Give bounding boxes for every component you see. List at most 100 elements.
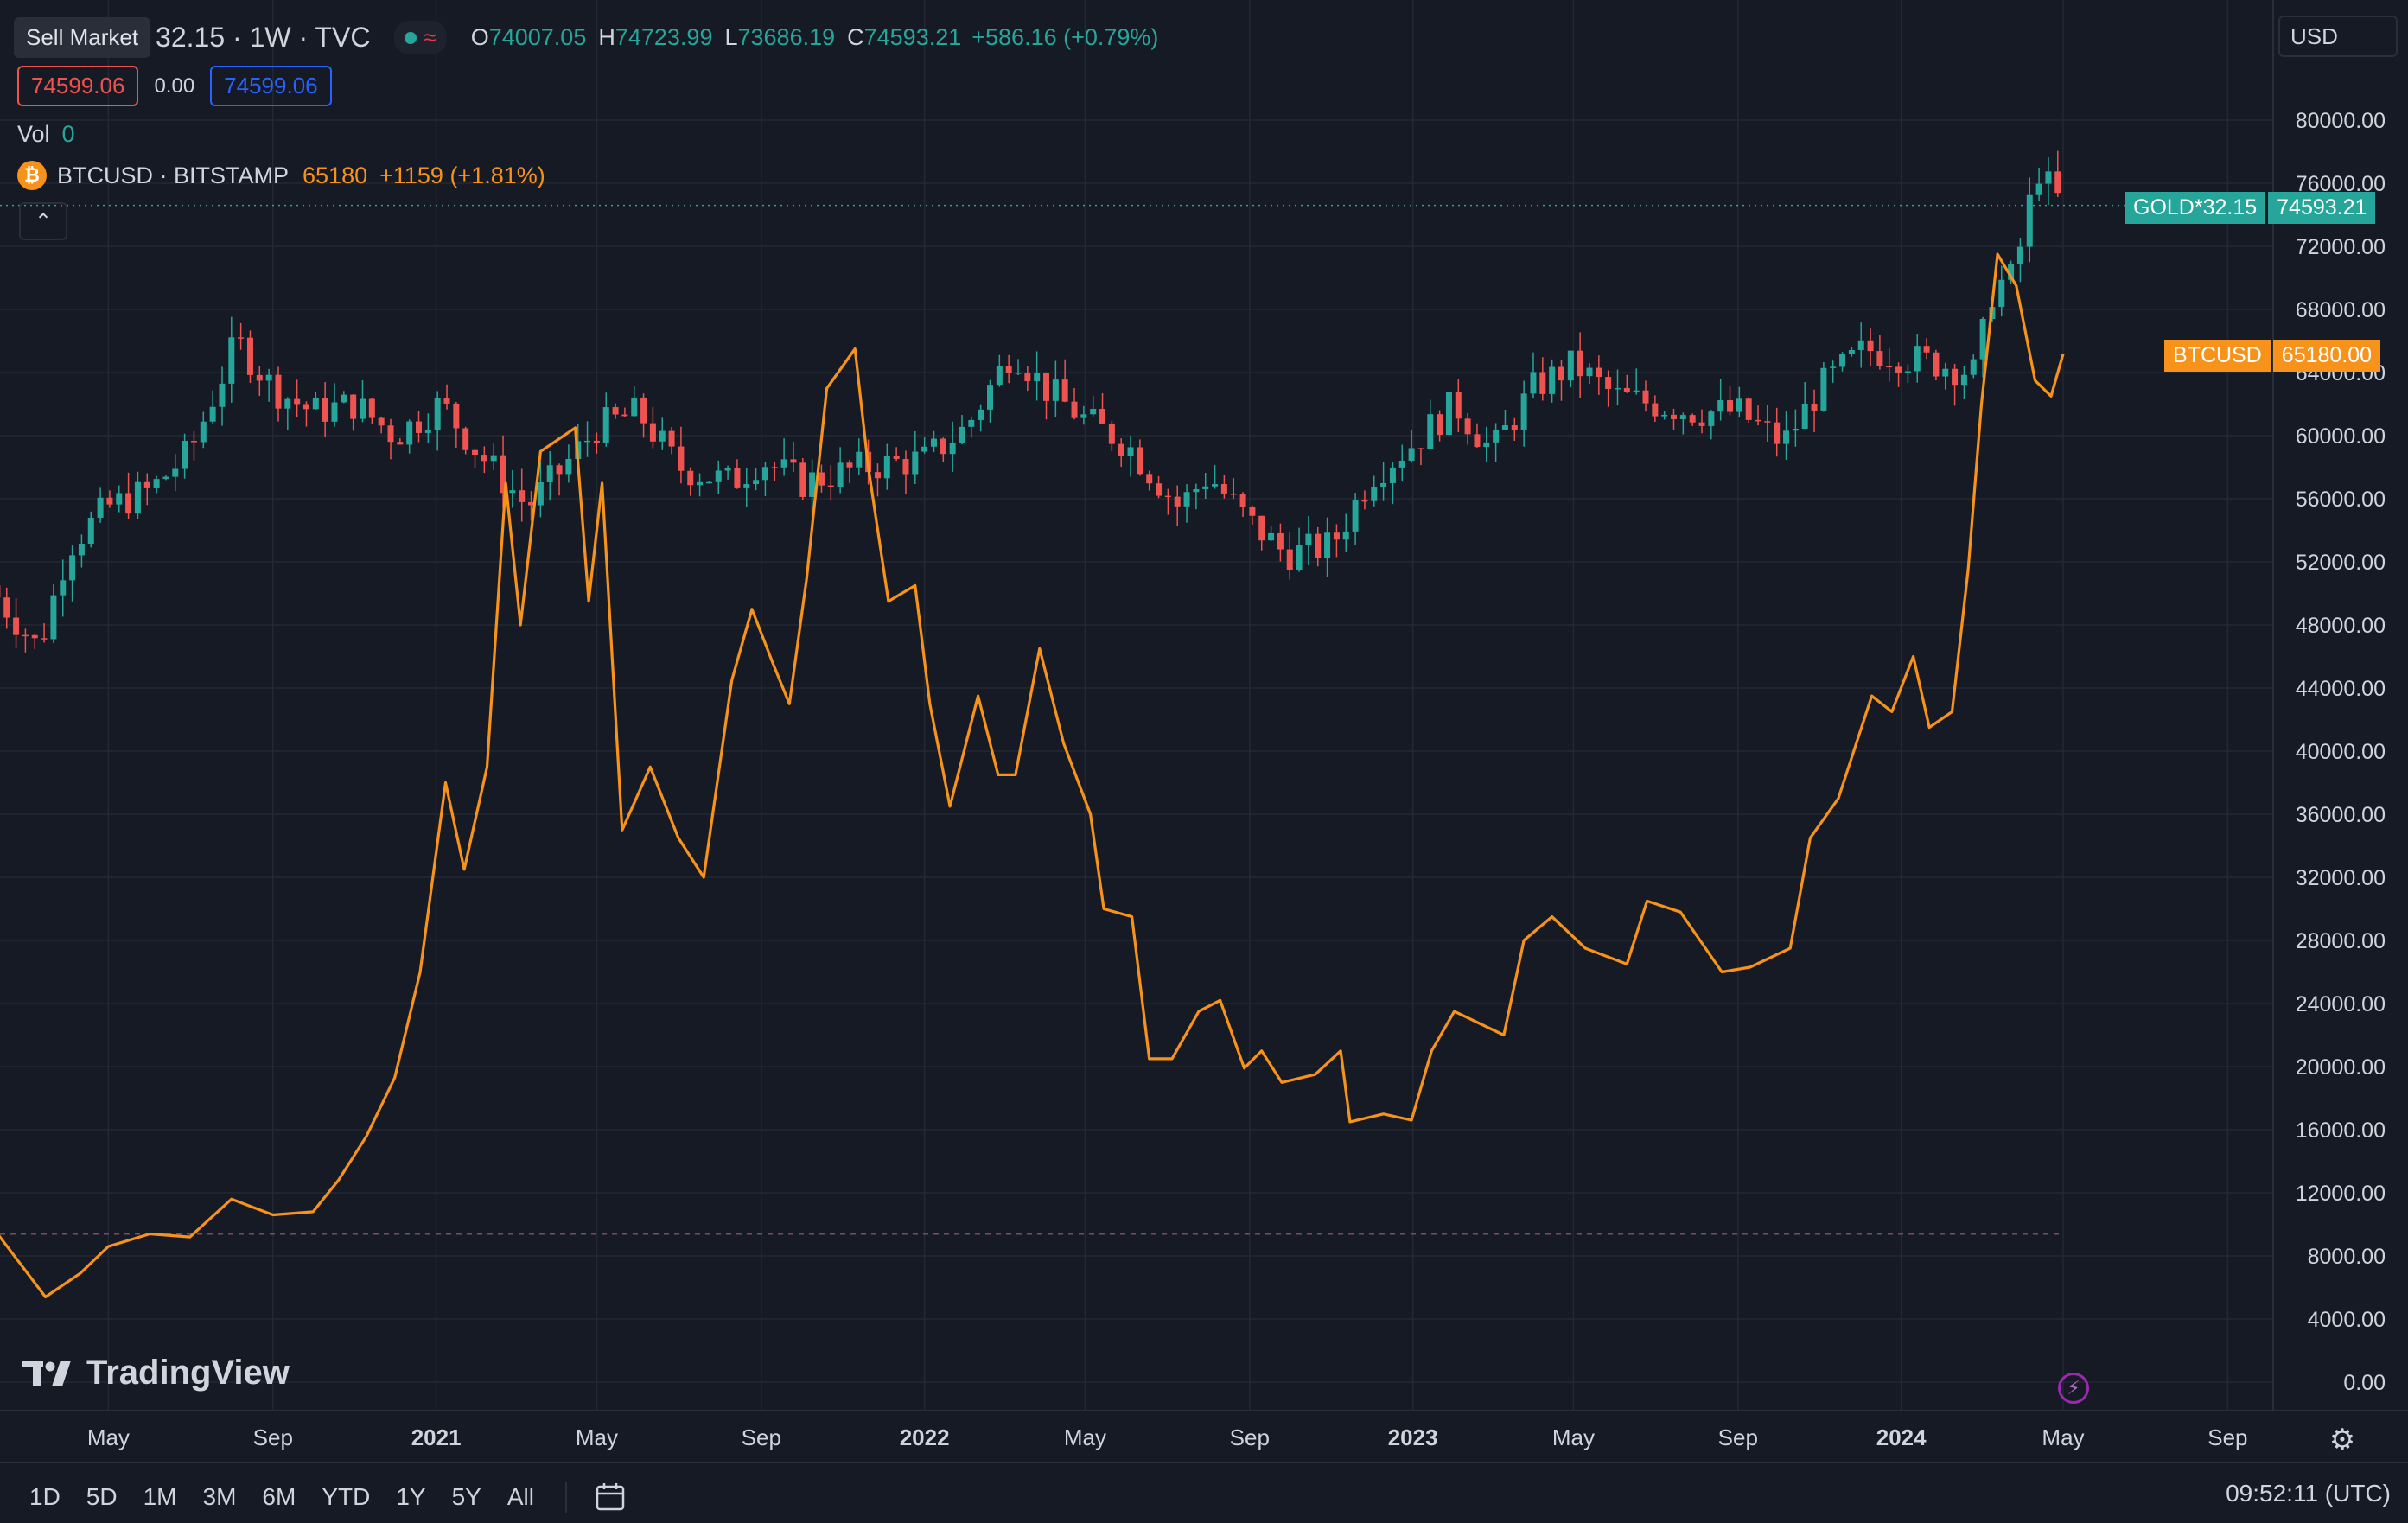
timeframe-all[interactable]: All xyxy=(506,1483,534,1510)
candle-body xyxy=(921,446,928,452)
candle-body xyxy=(284,398,291,409)
compare-legend: ₿ BTCUSD · BITSTAMP 65180 +1159 (+1.81%) xyxy=(17,161,545,190)
time-axis[interactable]: May Sep 2021 May Sep 2022 May Sep 2023 May Sep 2024… xyxy=(87,1424,2248,1450)
btc-badge-name: BTCUSD xyxy=(2164,340,2271,372)
low-label: L xyxy=(724,24,738,50)
candle-body xyxy=(1052,379,1059,401)
candle-body xyxy=(134,481,141,514)
candle-body xyxy=(200,421,207,443)
y-tick-label: 52000.00 xyxy=(2296,551,2386,575)
candle-body xyxy=(509,490,516,494)
timeframe-1m[interactable]: 1M xyxy=(143,1483,177,1510)
x-tick-label: May xyxy=(2042,1424,2084,1450)
candle-body xyxy=(1277,532,1284,550)
candle-body xyxy=(1493,430,1500,443)
candle-body xyxy=(1474,434,1481,448)
candle-body xyxy=(1605,377,1612,390)
candle-body xyxy=(41,638,48,640)
candle-body xyxy=(631,397,638,417)
candle-body xyxy=(1398,460,1405,468)
candle-body xyxy=(462,428,469,450)
currency-selector[interactable]: USD xyxy=(2278,16,2398,57)
timeframe-1y[interactable]: 1Y xyxy=(396,1483,426,1510)
candle-body xyxy=(162,476,169,480)
candle-body xyxy=(60,580,67,596)
timeframe-1d[interactable]: 1D xyxy=(29,1483,61,1510)
candle-body xyxy=(1689,415,1696,423)
candle-body xyxy=(1483,442,1490,448)
gold-candles xyxy=(0,150,2061,653)
candle-body xyxy=(1239,494,1246,507)
candle-body xyxy=(2035,183,2042,195)
low-value: 73686.19 xyxy=(737,24,836,50)
candle-body xyxy=(1417,448,1424,449)
symbol-title[interactable]: 32.15 · 1W · TVC xyxy=(156,22,371,53)
y-tick-label: 8000.00 xyxy=(2308,1245,2386,1269)
price-axis[interactable]: 0.00 4000.00 8000.00 12000.00 16000.00 20000.… xyxy=(2296,109,2386,1395)
x-tick-label: Sep xyxy=(2207,1424,2247,1450)
timeframe-bar: 1D 5D 1M 3M 6M YTD 1Y 5Y All xyxy=(29,1480,627,1514)
candle-body xyxy=(1445,392,1452,436)
sell-button[interactable]: 74599.06 xyxy=(17,66,139,106)
candle-body xyxy=(1717,399,1724,412)
vol-value: 0 xyxy=(61,121,75,147)
candle-body xyxy=(1586,367,1593,377)
candle-body xyxy=(1005,366,1012,373)
candle-body xyxy=(182,441,188,469)
candle-body xyxy=(715,470,722,482)
bitcoin-icon: ₿ xyxy=(17,161,47,190)
timeframe-3m[interactable]: 3M xyxy=(202,1483,237,1510)
candle-body xyxy=(106,497,113,505)
btc-series-line xyxy=(0,252,2065,1299)
candle-body xyxy=(1914,346,1921,372)
candle-body xyxy=(940,438,946,455)
wave-icon: ≈ xyxy=(424,24,436,50)
gear-icon[interactable]: ⚙ xyxy=(2328,1424,2356,1456)
lightning-icon[interactable]: ⚡ xyxy=(2058,1373,2089,1404)
candle-body xyxy=(350,394,357,419)
gold-price-badge: GOLD*32.15 74593.21 xyxy=(2125,192,2376,224)
candle-body xyxy=(50,595,57,640)
timeframe-5y[interactable]: 5Y xyxy=(451,1483,481,1510)
candle-body xyxy=(809,472,816,497)
y-tick-label: 28000.00 xyxy=(2296,929,2386,953)
candle-body xyxy=(1127,447,1134,456)
candle-body xyxy=(1230,493,1237,495)
change-value: +586.16 (+0.79%) xyxy=(971,24,1159,50)
candle-body xyxy=(1220,484,1227,494)
candle-body xyxy=(1952,368,1959,386)
candle-body xyxy=(424,430,431,433)
candle-body xyxy=(1080,414,1087,418)
calendar-icon[interactable] xyxy=(593,1480,627,1514)
high-label: H xyxy=(598,24,615,50)
candle-body xyxy=(697,481,704,486)
candle-body xyxy=(13,617,20,635)
candle-body xyxy=(1830,366,1837,368)
y-tick-label: 16000.00 xyxy=(2296,1118,2386,1143)
candle-body xyxy=(275,374,282,409)
buy-button[interactable]: 74599.06 xyxy=(210,66,332,106)
close-label: C xyxy=(847,24,864,50)
footer-divider xyxy=(564,1482,567,1513)
candle-body xyxy=(1895,366,1902,374)
candle-body xyxy=(31,634,38,639)
candle-body xyxy=(649,423,656,442)
timeframe-ytd[interactable]: YTD xyxy=(322,1483,371,1510)
candle-body xyxy=(1633,390,1640,392)
candle-body xyxy=(827,485,834,487)
candle-body xyxy=(238,337,245,339)
candle-body xyxy=(602,407,609,443)
candle-body xyxy=(528,501,535,506)
candle-body xyxy=(1942,368,1949,377)
collapse-legend-chevron-up-icon[interactable]: ⌃ xyxy=(19,202,67,240)
market-status[interactable]: ≈ xyxy=(394,21,447,54)
timeframe-6m[interactable]: 6M xyxy=(262,1483,296,1510)
utc-clock[interactable]: 09:52:11 (UTC) xyxy=(2226,1480,2391,1507)
candle-body xyxy=(959,426,965,443)
compare-symbol[interactable]: BTCUSD · BITSTAMP xyxy=(57,162,290,188)
timeframe-5d[interactable]: 5D xyxy=(86,1483,118,1510)
candle-body xyxy=(1596,367,1602,378)
candle-body xyxy=(303,404,309,410)
candle-body xyxy=(2045,171,2052,184)
